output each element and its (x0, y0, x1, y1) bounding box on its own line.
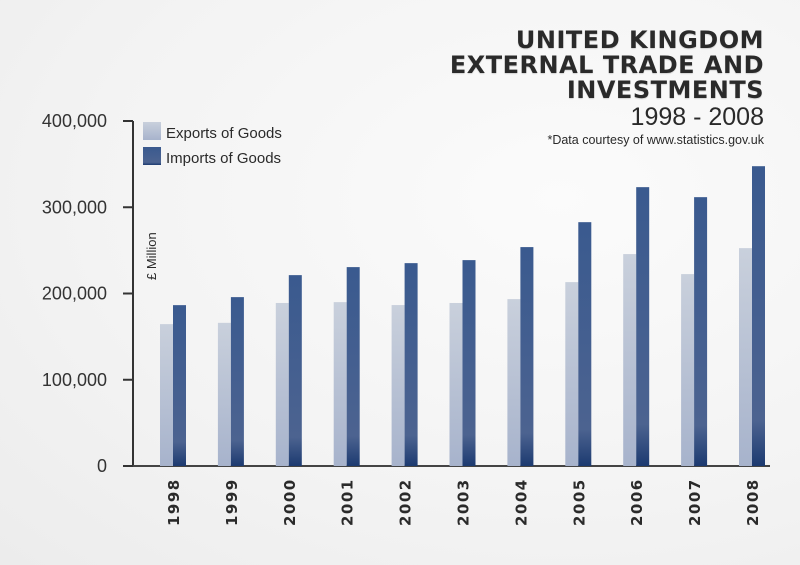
chart-title-line-2: EXTERNAL TRADE AND (449, 51, 764, 79)
x-tick-label: 1999 (223, 478, 241, 526)
x-tick-label: 2004 (512, 478, 530, 526)
bar-exports-2007 (681, 274, 695, 466)
bar-exports-2001 (333, 302, 347, 466)
bar-imports-2006 (636, 187, 650, 466)
bar-exports-2008 (739, 248, 752, 466)
y-tick-label: 400,000 (42, 111, 107, 131)
legend-swatch-exports (143, 122, 161, 140)
x-tick-label: 2007 (686, 478, 704, 526)
bar-exports-2000 (275, 302, 289, 466)
x-tick-label: 1998 (165, 478, 183, 526)
bar-imports-2003 (462, 260, 476, 466)
x-tick-label: 2008 (744, 478, 762, 526)
bar-exports-1998 (160, 324, 173, 466)
bar-imports-2004 (520, 247, 534, 466)
bar-imports-2001 (346, 267, 360, 466)
labels: 0 100,000 200,000 300,000 400,000 1998 1999 200… (42, 111, 762, 526)
bar-exports-2002 (391, 305, 405, 466)
x-tick-label: 2001 (339, 478, 357, 526)
legend-swatch-imports (143, 147, 161, 165)
bar-imports-2000 (288, 275, 302, 466)
bar-imports-2008 (752, 166, 765, 466)
bar-imports-1998 (173, 305, 186, 466)
bar-exports-2003 (449, 302, 463, 466)
bar-exports-2006 (623, 254, 637, 466)
x-tick-label: 2003 (455, 478, 473, 526)
chart-title-line-1: UNITED KINGDOM (515, 26, 764, 54)
y-tick-label: 100,000 (42, 370, 107, 390)
chart-subtitle: 1998 - 2008 (630, 103, 764, 131)
legend: Exports of Goods Imports of Goods (143, 122, 282, 167)
bar-imports-2002 (404, 263, 418, 466)
x-tick-label: 2002 (397, 478, 415, 526)
legend-label-exports: Exports of Goods (166, 125, 282, 142)
y-tick-label: 0 (97, 456, 107, 476)
bar-exports-2005 (565, 282, 579, 466)
bar-imports-1999 (230, 297, 244, 466)
bar-exports-1999 (217, 322, 231, 466)
bar-exports-2004 (507, 299, 521, 466)
x-tick-label: 2005 (570, 478, 588, 526)
legend-label-imports: Imports of Goods (166, 150, 281, 167)
x-tick-label: 2006 (628, 478, 646, 526)
bar-imports-2005 (578, 222, 592, 466)
x-tick-label: 2000 (281, 478, 299, 526)
bar-imports-2007 (694, 197, 708, 466)
chart-title-line-3: INVESTMENTS (566, 76, 764, 104)
source-note: *Data courtesy of www.statistics.gov.uk (547, 133, 764, 147)
y-tick-label: 200,000 (42, 284, 107, 304)
y-axis-unit-label: £ Million (144, 232, 159, 280)
title-block: UNITED KINGDOM EXTERNAL TRADE AND INVEST… (449, 26, 764, 148)
y-tick-label: 300,000 (42, 197, 107, 217)
bars (160, 166, 765, 466)
